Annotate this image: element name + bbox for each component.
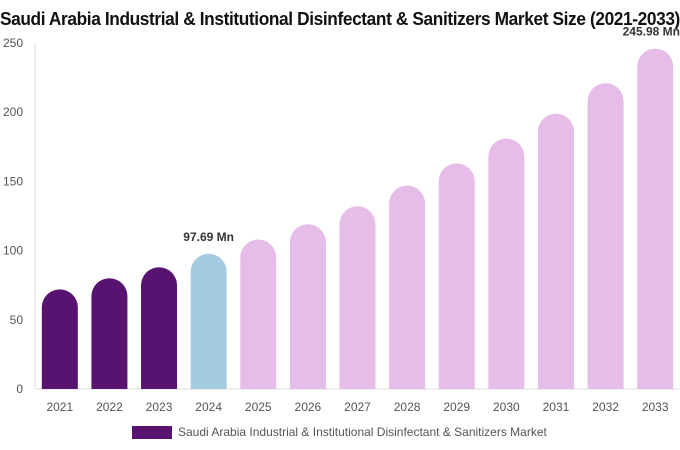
chart-title: Saudi Arabia Industrial & Institutional … (0, 9, 680, 29)
bar-2026[interactable] (289, 224, 326, 389)
chart-bars (41, 48, 674, 390)
x-tick-label-2033: 2033 (642, 400, 669, 414)
legend-label: Saudi Arabia Industrial & Institutional … (178, 425, 547, 439)
chart-legend[interactable]: Saudi Arabia Industrial & Institutional … (132, 425, 547, 439)
x-tick-label-2022: 2022 (96, 400, 123, 414)
bar-2031[interactable] (537, 113, 574, 390)
bar-2023[interactable] (141, 267, 178, 389)
data-label-2033: 245.98 Mn (623, 25, 680, 39)
x-tick-label-2027: 2027 (344, 400, 371, 414)
x-tick-label-2028: 2028 (394, 400, 421, 414)
x-tick-label-2025: 2025 (245, 400, 272, 414)
y-tick-label: 100 (3, 244, 23, 258)
bar-2032[interactable] (587, 83, 624, 390)
x-tick-label-2021: 2021 (46, 400, 73, 414)
x-tick-label-2029: 2029 (443, 400, 470, 414)
chart-labels: 97.69 Mn 245.98 Mn (183, 25, 680, 244)
y-tick-label: 200 (3, 105, 23, 119)
bar-2021[interactable] (41, 289, 78, 389)
x-tick-label-2030: 2030 (493, 400, 520, 414)
y-tick-label: 50 (10, 313, 24, 327)
y-tick-label: 0 (16, 382, 23, 396)
bar-2029[interactable] (438, 163, 475, 389)
data-label-2024: 97.69 Mn (183, 230, 234, 244)
x-tick-label-2031: 2031 (543, 400, 570, 414)
x-tick-label-2032: 2032 (592, 400, 619, 414)
bar-2030[interactable] (488, 138, 525, 389)
y-tick-label: 250 (3, 36, 23, 50)
bar-2028[interactable] (389, 185, 426, 389)
y-tick-label: 150 (3, 174, 23, 188)
bar-2025[interactable] (240, 239, 277, 389)
bar-2024[interactable] (190, 253, 227, 389)
bar-2022[interactable] (91, 278, 128, 389)
legend-swatch (132, 425, 172, 439)
bar-2033[interactable] (637, 48, 674, 389)
x-tick-label-2026: 2026 (295, 400, 322, 414)
x-tick-label-2023: 2023 (146, 400, 173, 414)
chart-axes: 0 50 100 150 200 250 2021 2022 2023 2024 2025 2026 2… (3, 36, 680, 414)
x-tick-label-2024: 2024 (195, 400, 222, 414)
bar-2027[interactable] (339, 206, 376, 389)
